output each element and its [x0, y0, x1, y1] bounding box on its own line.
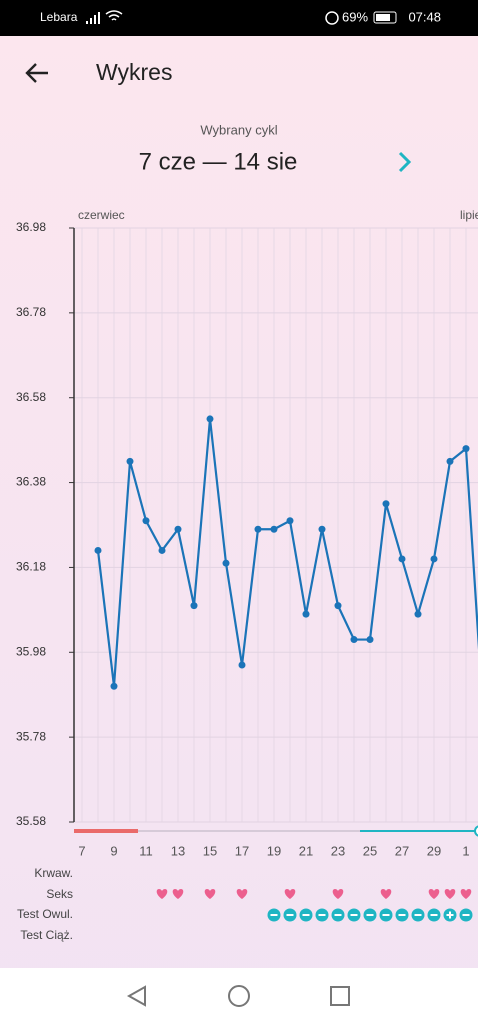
x-tick-label: 1 [462, 843, 469, 858]
point [462, 445, 470, 453]
month-label: czerwiec [78, 208, 125, 222]
nav-home[interactable] [228, 985, 250, 1007]
cycle-range: 7 cze — 14 sie [139, 148, 298, 175]
row-label: Test Owul. [17, 907, 73, 921]
point [190, 602, 198, 610]
point [366, 636, 374, 644]
nav-back[interactable] [126, 985, 146, 1007]
x-tick-label: 9 [110, 843, 117, 858]
nav-bar [0, 968, 478, 1024]
point [430, 555, 438, 563]
x-tick-label: 13 [171, 843, 185, 858]
next-cycle-button[interactable] [398, 151, 412, 173]
x-tick-label: 7 [78, 843, 85, 858]
event-icons [156, 889, 473, 922]
point [94, 546, 102, 554]
month-label: lipiec [460, 208, 478, 222]
point [238, 661, 246, 669]
x-tick-label: 11 [139, 843, 153, 858]
y-tick-label: 36.78 [16, 305, 46, 319]
y-tick-label: 36.98 [16, 220, 46, 234]
row-label: Seks [46, 887, 73, 901]
cycle-label: Wybrany cykl [200, 122, 277, 137]
row-label: Krwaw. [34, 866, 73, 880]
point [318, 525, 326, 533]
point [270, 525, 278, 533]
cycle-bar [138, 830, 360, 832]
bar-handle [474, 825, 478, 837]
point [126, 457, 134, 465]
y-tick-label: 35.58 [16, 814, 46, 828]
fertile-bar [360, 830, 478, 832]
x-tick-label: 17 [235, 843, 249, 858]
point [158, 546, 166, 554]
point [174, 525, 182, 533]
point [110, 682, 118, 690]
point [414, 610, 422, 618]
clock: 07:48 [408, 9, 441, 24]
page-title: Wykres [96, 59, 172, 85]
x-tick-label: 29 [427, 843, 441, 858]
back-button[interactable] [25, 63, 48, 83]
y-tick-label: 35.78 [16, 729, 46, 743]
x-tick-label: 19 [267, 843, 281, 858]
signal-icon [86, 12, 100, 24]
point [142, 517, 150, 525]
point [350, 636, 358, 644]
battery-text: 69% [342, 9, 368, 24]
x-tick-label: 27 [395, 843, 409, 858]
wifi-icon [105, 10, 123, 21]
y-tick-label: 35.98 [16, 644, 46, 658]
y-tick-label: 36.18 [16, 560, 46, 574]
carrier: Lebara [40, 10, 78, 24]
point [286, 517, 294, 525]
nav-recent[interactable] [330, 986, 350, 1006]
point [398, 555, 406, 563]
x-tick-label: 23 [331, 843, 345, 858]
battery-icon [373, 11, 397, 24]
point [446, 457, 454, 465]
row-label: Test Ciąż. [20, 928, 73, 942]
point [382, 500, 390, 508]
status-bar [0, 0, 478, 36]
point [206, 415, 214, 423]
battery-level [376, 14, 390, 21]
period-bar [74, 829, 138, 833]
x-tick-label: 21 [299, 843, 313, 858]
x-tick-label: 25 [363, 843, 377, 858]
point [334, 602, 342, 610]
point [302, 610, 310, 618]
alarm-icon [325, 11, 339, 25]
chart: 7 9 11 13 15 17 19 21 23 25 27 29 1 35.58 35.78 35.98 36… [16, 208, 478, 858]
y-tick-label: 36.58 [16, 390, 46, 404]
y-tick-label: 36.38 [16, 475, 46, 489]
point [222, 559, 230, 567]
point [254, 525, 262, 533]
x-tick-label: 15 [203, 843, 217, 858]
